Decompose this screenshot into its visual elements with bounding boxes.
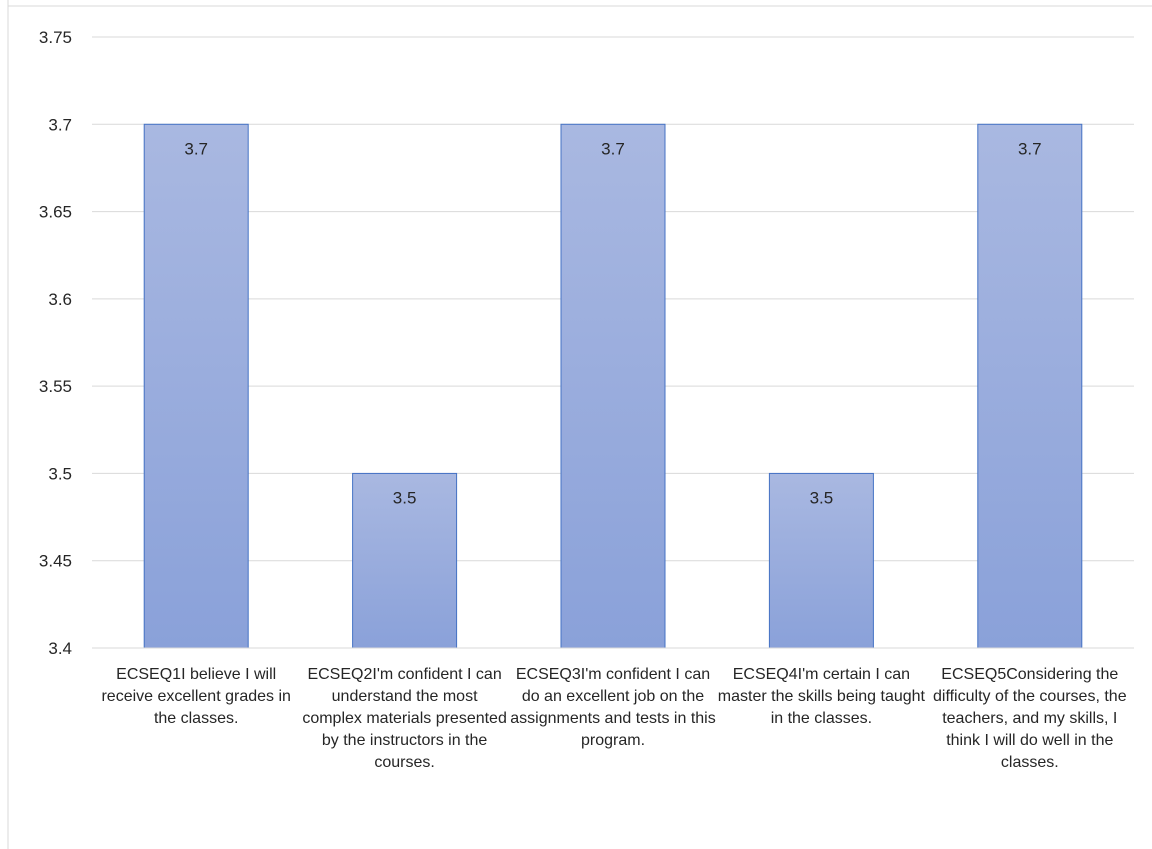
bar-data-label: 3.7 <box>184 139 208 158</box>
bar <box>560 123 666 649</box>
y-axis-ticks: 3.4 3.45 3.5 3.55 3.6 3.65 3.7 3.75 <box>39 28 72 658</box>
bar <box>143 123 249 649</box>
x-category-label: ECSEQ3I'm confident I can do an excellen… <box>510 666 716 749</box>
bars <box>92 123 1134 649</box>
data-labels: 3.7 3.5 3.7 3.5 3.7 <box>184 139 1041 507</box>
bar <box>768 472 874 649</box>
x-category-label: ECSEQ1I believe I will receive excellent… <box>101 666 291 727</box>
bar-data-label: 3.7 <box>601 139 625 158</box>
x-category-label: ECSEQ5Considering the difficulty of the … <box>933 666 1127 771</box>
y-tick-label: 3.75 <box>39 28 72 47</box>
y-tick-label: 3.7 <box>48 115 72 134</box>
x-category-label: ECSEQ4I'm certain I can master the skill… <box>717 666 925 727</box>
bar-data-label: 3.5 <box>810 488 834 507</box>
bar-data-label: 3.7 <box>1018 139 1042 158</box>
y-tick-label: 3.55 <box>39 377 72 396</box>
y-tick-label: 3.5 <box>48 464 72 483</box>
y-tick-label: 3.45 <box>39 552 72 571</box>
bar <box>352 472 458 649</box>
y-tick-label: 3.4 <box>48 639 72 658</box>
bar-data-label: 3.5 <box>393 488 417 507</box>
x-category-label: ECSEQ2I'm confident I can understand the… <box>302 666 507 771</box>
bar <box>977 123 1083 649</box>
y-tick-label: 3.65 <box>39 203 72 222</box>
y-tick-label: 3.6 <box>48 290 72 309</box>
